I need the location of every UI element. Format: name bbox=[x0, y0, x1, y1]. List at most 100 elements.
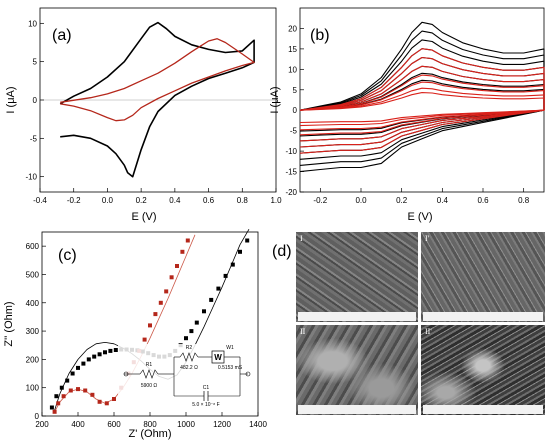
x-tick-label: 0.4 bbox=[437, 196, 449, 205]
resistor-r1-icon bbox=[139, 369, 159, 379]
sem-info-bar bbox=[423, 405, 543, 414]
nyquist-data-point bbox=[86, 357, 91, 362]
nyquist-data-point bbox=[92, 354, 97, 359]
circuit-w-value: 0.5153 mS bbox=[218, 365, 243, 371]
y-tick-label: 5 bbox=[293, 86, 298, 95]
cv-series-line bbox=[60, 38, 255, 122]
nyquist-data-point bbox=[148, 323, 152, 328]
panel-c-x-axis-label: Z' (Ohm) bbox=[128, 428, 171, 440]
panel-a-series bbox=[59, 21, 255, 178]
nyquist-data-point bbox=[113, 348, 118, 352]
x-tick-label: 1.0 bbox=[270, 196, 282, 205]
sem-tile-label: I' bbox=[425, 234, 430, 243]
sem-image-tile: II bbox=[296, 325, 418, 415]
panel-b-label: (b) bbox=[310, 27, 330, 44]
y-tick-label: -10 bbox=[25, 173, 37, 182]
nyquist-data-point bbox=[216, 286, 221, 291]
nyquist-data-point bbox=[245, 238, 250, 243]
panel-a: (a) E (V) I (μA) -0.4 -0.2 0.0 0.2 0.4 0.6 0.8… bbox=[5, 7, 282, 223]
nyquist-data-point bbox=[153, 312, 158, 317]
nyquist-data-point bbox=[56, 401, 61, 406]
panel-c-y-ticks: 0 100 200 300 400 500 600 bbox=[26, 242, 46, 421]
panel-d: (d) bbox=[272, 243, 292, 260]
y-tick-label: 100 bbox=[26, 384, 40, 393]
y-tick-label: 5 bbox=[33, 58, 38, 67]
panel-d-label: (d) bbox=[272, 243, 292, 260]
nyquist-data-point bbox=[90, 392, 95, 397]
nyquist-data-point bbox=[223, 273, 228, 278]
x-tick-label: 600 bbox=[107, 420, 121, 429]
circuit-inset-background bbox=[118, 344, 252, 406]
nyquist-data-point bbox=[52, 409, 57, 414]
sem-tile-label: I bbox=[300, 234, 303, 243]
nyquist-data-point bbox=[202, 309, 206, 314]
circuit-r1-value: 5900 Ω bbox=[141, 383, 158, 389]
circuit-w-label: W1 bbox=[226, 345, 234, 351]
x-tick-label: 0.0 bbox=[102, 196, 114, 205]
nyquist-data-point bbox=[76, 365, 80, 370]
circuit-r2-value: 482.2 Ω bbox=[180, 365, 198, 371]
resistor-r2-icon bbox=[179, 352, 199, 362]
x-tick-label: 0.0 bbox=[355, 196, 367, 205]
y-tick-label: 0 bbox=[35, 412, 40, 421]
y-tick-label: 0 bbox=[33, 96, 38, 105]
panel-b-x-ticks: -0.2 0.0 0.2 0.4 0.6 0.8 bbox=[313, 188, 530, 205]
nyquist-data-point bbox=[97, 352, 102, 357]
x-tick-label: -0.2 bbox=[67, 196, 81, 205]
nyquist-data-point bbox=[108, 348, 113, 353]
y-tick-label: 10 bbox=[28, 19, 37, 28]
panel-b: (b) E (V) I (μA) -0.2 0.0 0.2 0.4 0.6 0.8 -20… bbox=[269, 7, 545, 223]
sem-texture bbox=[296, 232, 418, 322]
panel-b-plot-frame bbox=[299, 7, 545, 193]
y-tick-label: -10 bbox=[285, 147, 297, 156]
x-tick-label: 0.8 bbox=[237, 196, 249, 205]
nyquist-data-point bbox=[49, 405, 54, 410]
y-tick-label: -5 bbox=[30, 134, 38, 143]
nyquist-data-point bbox=[70, 371, 75, 376]
panel-b-y-axis-label: I (μA) bbox=[269, 86, 281, 113]
x-tick-label: -0.4 bbox=[33, 196, 47, 205]
x-tick-label: -0.2 bbox=[313, 196, 327, 205]
panel-c-y-axis-label: Z'' (Ohm) bbox=[3, 301, 15, 346]
sem-tile-label: II' bbox=[425, 327, 432, 336]
nyquist-data-point bbox=[81, 361, 86, 366]
nyquist-data-point bbox=[68, 388, 73, 393]
panel-b-series bbox=[299, 21, 545, 173]
sem-image-tile: I' bbox=[421, 232, 545, 322]
panel-c: (c) Z' (Ohm) Z'' (Ohm) 200 400 600 800 1000 1… bbox=[3, 228, 267, 440]
y-tick-label: 0 bbox=[293, 106, 298, 115]
cv-scan-line bbox=[299, 21, 545, 173]
sem-image-tile: II' bbox=[421, 325, 545, 415]
y-tick-label: 400 bbox=[26, 299, 40, 308]
y-tick-label: 10 bbox=[288, 65, 297, 74]
nyquist-data-point bbox=[169, 275, 174, 280]
sem-info-bar bbox=[298, 405, 416, 414]
nyquist-data-point bbox=[238, 249, 242, 254]
y-tick-label: 200 bbox=[26, 355, 40, 364]
nyquist-data-point bbox=[194, 320, 199, 325]
x-tick-label: 0.2 bbox=[136, 196, 148, 205]
nyquist-data-point bbox=[185, 238, 190, 243]
nyquist-data-point bbox=[175, 264, 179, 268]
circuit-r1-label: R1 bbox=[146, 362, 153, 368]
panel-a-label: (a) bbox=[52, 27, 72, 44]
circuit-terminal-icon bbox=[123, 371, 129, 377]
cv-scan-line bbox=[299, 92, 545, 124]
y-tick-label: 300 bbox=[26, 327, 40, 336]
x-tick-label: 1400 bbox=[249, 420, 267, 429]
nyquist-data-point bbox=[65, 378, 70, 383]
nyquist-data-point bbox=[83, 388, 88, 393]
y-tick-label: 600 bbox=[26, 242, 40, 251]
nyquist-data-point bbox=[97, 399, 102, 404]
y-tick-label: -5 bbox=[290, 127, 298, 136]
x-tick-label: 400 bbox=[71, 420, 85, 429]
sem-info-bar bbox=[298, 312, 416, 321]
x-tick-label: 0.2 bbox=[396, 196, 408, 205]
panel-c-label: (c) bbox=[58, 247, 77, 264]
panel-b-x-axis-label: E (V) bbox=[407, 211, 432, 223]
nyquist-data-point bbox=[54, 394, 59, 399]
sem-image-tile: I bbox=[296, 232, 418, 322]
x-tick-label: 0.8 bbox=[518, 196, 530, 205]
sem-info-bar bbox=[423, 312, 543, 321]
